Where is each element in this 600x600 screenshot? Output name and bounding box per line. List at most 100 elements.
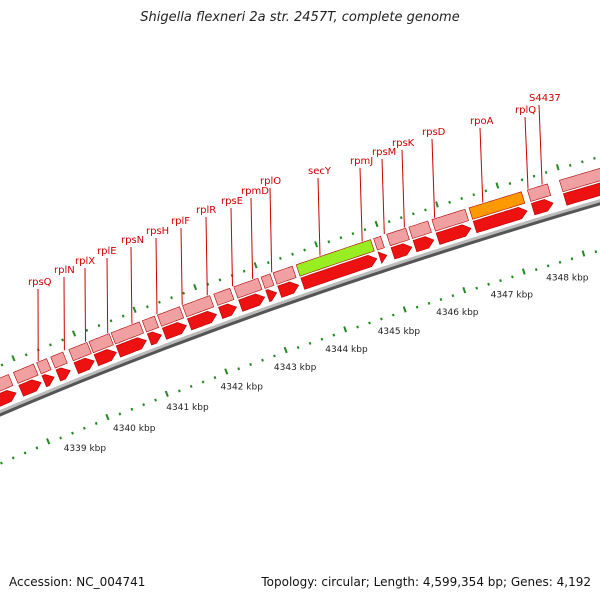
gene-label-rpln: rplN <box>54 265 75 276</box>
label-leader-line <box>155 237 158 315</box>
gene-label-rpsh: rpsH <box>146 226 169 237</box>
upper-scale-tick <box>472 193 476 197</box>
backbone-shadow <box>0 200 600 417</box>
label-leader-line <box>205 216 208 296</box>
backbone <box>0 199 600 414</box>
upper-scale-tick <box>182 291 186 295</box>
gene-cds-bar-9 <box>182 295 215 318</box>
gene-arrow-6 <box>115 337 147 358</box>
gene-cds-bar-21 <box>559 168 600 193</box>
label-leader-line <box>359 167 363 242</box>
scale-label-kbp: 4344 kbp <box>325 345 368 355</box>
gene-cds-bar-5 <box>88 333 114 354</box>
lower-scale-tick <box>164 390 169 397</box>
gene-label-rplq: rplQ <box>515 105 536 116</box>
lower-scale-tick <box>521 268 526 275</box>
lower-scale-tick <box>368 321 371 325</box>
upper-scale-tick <box>351 232 355 236</box>
gene-label-rpsm: rpsM <box>372 147 396 158</box>
gene-label-rplo: rplO <box>260 176 281 187</box>
label-leader-line <box>317 177 321 256</box>
lower-scale-tick <box>534 268 538 272</box>
lower-scale-tick <box>402 306 407 313</box>
gene-cds-bar-20 <box>526 183 552 202</box>
gene-arrow-3 <box>55 367 71 382</box>
upper-scale-tick <box>520 178 524 182</box>
upper-scale-tick <box>49 343 52 347</box>
upper-scale-tick <box>303 248 306 252</box>
gene-label-rpsd: rpsD <box>422 127 446 138</box>
lower-scale-tick <box>261 358 264 362</box>
upper-scale-tick <box>314 241 319 248</box>
upper-scale-tick <box>363 228 367 232</box>
upper-scale-tick <box>158 300 161 304</box>
gene-label-rplr: rplR <box>196 205 216 216</box>
upper-scale-tick <box>555 164 560 171</box>
gene-cds-bar-2 <box>36 358 52 375</box>
gene-cds-bar-0 <box>0 374 14 392</box>
scale-label-kbp: 4348 kbp <box>546 273 589 283</box>
label-leader-line <box>401 149 405 228</box>
gene-arrow-21 <box>563 182 600 206</box>
gene-cds-bar-12 <box>260 273 275 289</box>
gene-cds-bar-6 <box>110 321 144 345</box>
label-leader-line <box>381 158 385 235</box>
gene-cds-bar-8 <box>157 306 185 327</box>
scale-label-kbp: 4345 kbp <box>378 327 421 337</box>
upper-scale-tick <box>484 189 488 193</box>
gene-arrow-14 <box>300 254 378 290</box>
gene-label-rplf: rplF <box>171 216 190 227</box>
lower-scale-tick <box>23 451 27 455</box>
lower-scale-tick <box>308 341 312 345</box>
upper-scale-tick <box>193 283 198 291</box>
lower-scale-tick <box>82 426 86 430</box>
gene-label-rpse: rpsE <box>221 196 243 207</box>
lower-scale-tick <box>273 354 276 358</box>
scale-label-kbp: 4343 kbp <box>274 363 317 373</box>
upper-scale-tick <box>508 182 512 185</box>
gene-label-rpoa: rpoA <box>470 116 494 127</box>
label-leader-line <box>84 267 86 342</box>
upper-scale-tick <box>85 328 89 332</box>
lower-scale-tick <box>487 282 490 286</box>
gene-label-rpmj: rpmJ <box>350 156 373 167</box>
lower-scale-tick <box>94 421 98 425</box>
upper-scale-tick <box>568 163 572 167</box>
label-leader-line <box>130 246 133 324</box>
gene-arrow-17 <box>412 236 435 253</box>
gene-arrow-8 <box>161 322 187 340</box>
upper-scale-tick <box>532 174 536 178</box>
upper-scale-tick <box>71 330 77 337</box>
gene-cds-bar-7 <box>141 315 159 333</box>
lower-scale-tick <box>154 398 157 402</box>
gene-label-rplx: rplX <box>75 256 95 267</box>
scale-label-kbp: 4346 kbp <box>436 308 479 318</box>
lower-scale-tick <box>343 326 348 333</box>
upper-scale-tick <box>460 197 463 200</box>
upper-scale-tick <box>448 200 451 204</box>
lower-scale-tick <box>570 257 574 261</box>
label-leader-line <box>538 104 543 185</box>
lower-scale-tick <box>581 250 586 257</box>
upper-scale-tick <box>593 156 596 160</box>
upper-scale-tick <box>399 216 403 220</box>
lower-scale-tick <box>475 286 479 290</box>
gene-arrow-1 <box>18 379 42 397</box>
gene-cds-bar-18 <box>431 208 469 232</box>
upper-scale-tick <box>374 220 379 228</box>
upper-scale-tick <box>581 160 584 164</box>
map-title: Shigella flexneri 2a str. 2457T, complet… <box>140 10 460 25</box>
lower-scale-tick <box>213 376 217 380</box>
gene-cds-bar-11 <box>233 277 263 299</box>
lower-scale-tick <box>201 380 205 384</box>
upper-scale-tick <box>242 269 246 273</box>
lower-scale-tick <box>283 346 288 354</box>
lower-scale-tick <box>224 368 229 375</box>
gene-arrow-5 <box>93 349 117 367</box>
lower-scale-tick <box>130 407 134 411</box>
upper-scale-tick <box>132 306 137 313</box>
scale-label-kbp: 4339 kbp <box>64 444 107 454</box>
lower-scale-tick <box>439 298 443 301</box>
